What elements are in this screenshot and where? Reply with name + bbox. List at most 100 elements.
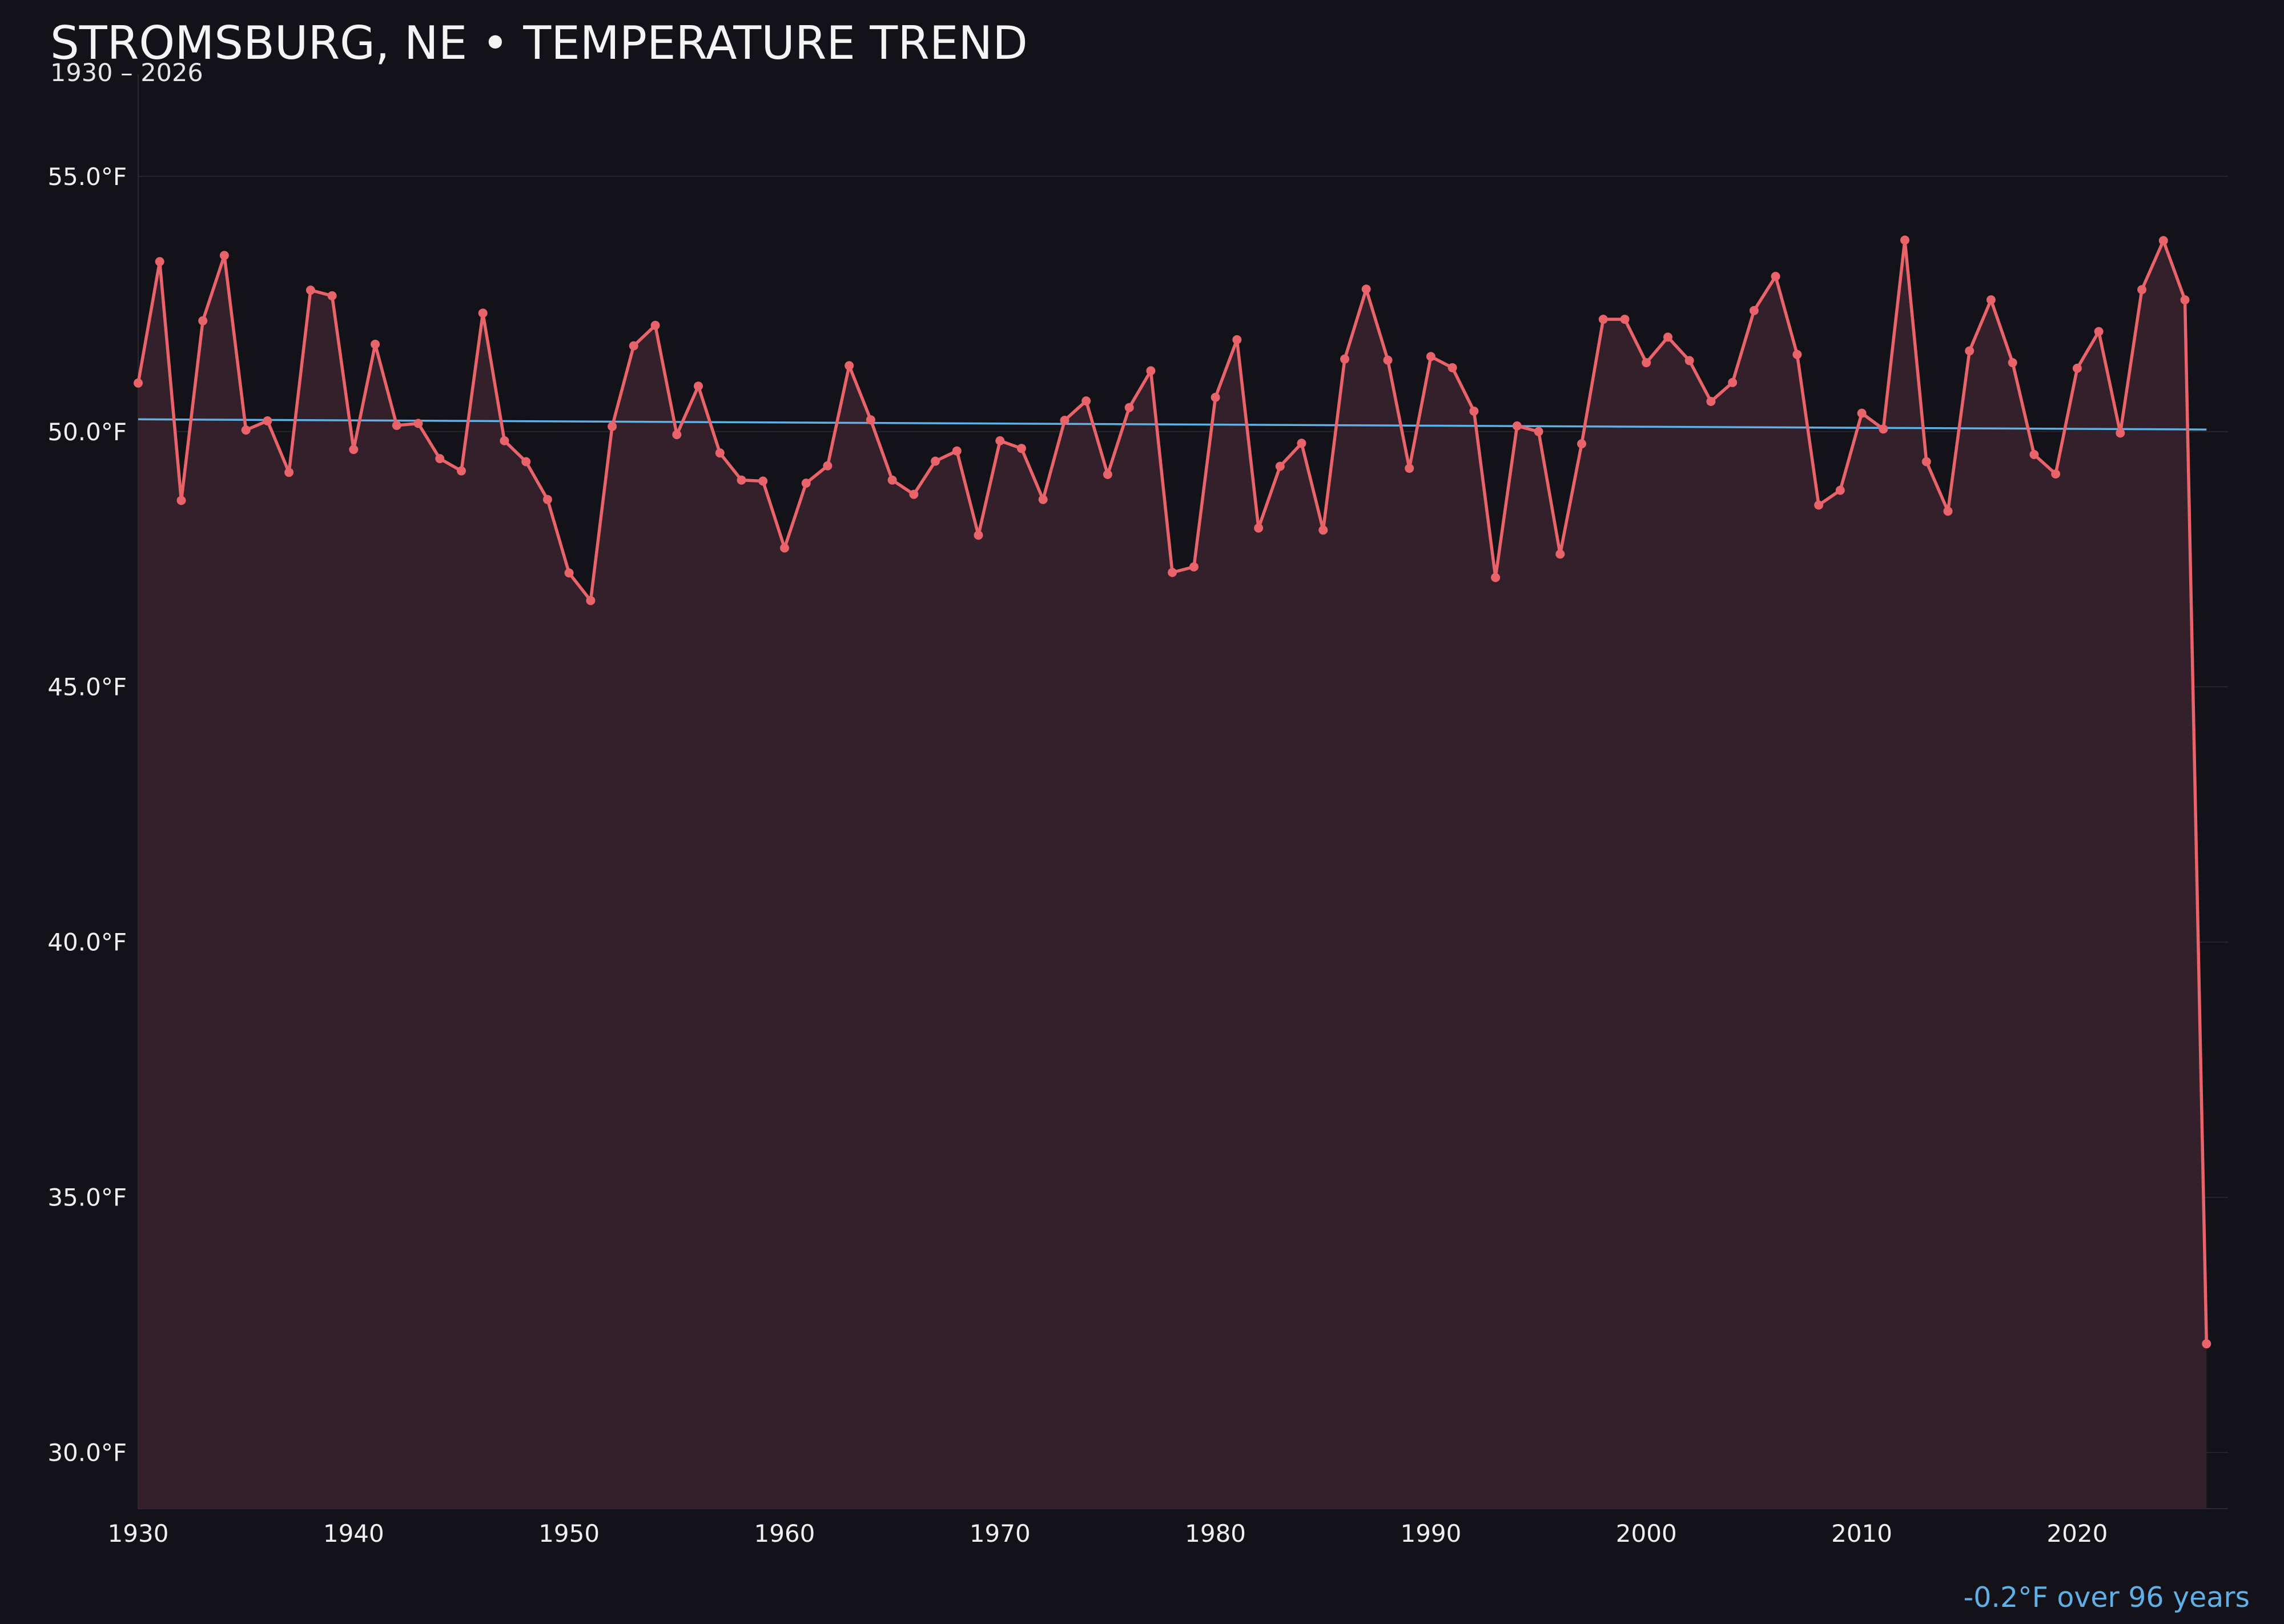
data-point [478, 308, 488, 318]
data-point [909, 489, 919, 499]
data-point [974, 530, 983, 540]
data-point [1318, 525, 1328, 535]
y-tick-label: 45.0°F [47, 673, 127, 701]
x-tick-label: 1980 [1185, 1520, 1246, 1547]
y-tick-label: 50.0°F [47, 418, 127, 446]
data-point [1081, 396, 1091, 406]
data-point [2202, 1339, 2211, 1349]
data-point [629, 341, 638, 351]
x-tick-label: 1970 [970, 1520, 1031, 1547]
data-point [413, 419, 423, 428]
data-point [305, 286, 315, 295]
x-tick-label: 1990 [1400, 1520, 1461, 1547]
data-point [694, 381, 703, 391]
chart-subtitle: 1930 – 2026 [50, 59, 203, 87]
data-point [1835, 485, 1845, 495]
data-point [2137, 285, 2147, 295]
data-point [457, 466, 466, 476]
data-point [2094, 327, 2104, 336]
data-point [1232, 335, 1242, 344]
data-point [715, 448, 725, 458]
data-point [1555, 549, 1565, 559]
x-tick-label: 2010 [1831, 1520, 1892, 1547]
data-point [1168, 568, 1177, 577]
data-point [1620, 315, 1630, 324]
data-point [2008, 358, 2017, 368]
data-point [1275, 461, 1285, 471]
chart-title: STROMSBURG, NE • TEMPERATURE TREND [50, 17, 1028, 70]
data-point [392, 421, 401, 430]
data-point [2072, 363, 2082, 373]
data-point [1211, 392, 1220, 402]
x-tick-label: 1950 [538, 1520, 600, 1547]
data-point [1814, 500, 1824, 510]
data-point [1469, 407, 1479, 416]
data-point [1383, 355, 1393, 365]
data-point [1146, 366, 1156, 376]
data-point [650, 320, 660, 330]
data-point [1663, 332, 1672, 342]
data-point [1684, 356, 1694, 365]
data-point [2116, 428, 2125, 438]
data-point [155, 257, 164, 267]
data-point [2158, 236, 2168, 246]
x-tick-label: 1930 [108, 1520, 169, 1547]
trend-annotation: -0.2°F over 96 years [1963, 1581, 2250, 1614]
data-point [2051, 469, 2061, 479]
data-point [2029, 450, 2039, 459]
data-point [1771, 272, 1780, 281]
data-point [737, 475, 746, 485]
data-point [176, 496, 186, 505]
data-point [1986, 295, 1996, 305]
x-tick-label: 2020 [2046, 1520, 2108, 1547]
data-point [845, 361, 854, 371]
data-point [1749, 305, 1759, 315]
data-point [564, 568, 574, 578]
data-point [1943, 507, 1953, 516]
data-point [284, 468, 294, 477]
y-tick-label: 40.0°F [47, 928, 127, 956]
data-point [1426, 352, 1435, 361]
y-tick-label: 55.0°F [47, 163, 127, 191]
data-point [586, 596, 596, 605]
data-point [542, 495, 552, 504]
data-point [219, 251, 229, 260]
data-point [1297, 439, 1306, 448]
data-point [1361, 284, 1371, 294]
data-point [672, 430, 682, 440]
data-point [371, 339, 380, 349]
data-point [823, 461, 833, 471]
data-point [801, 479, 811, 488]
x-tick-label: 1960 [754, 1520, 815, 1547]
data-point [1124, 403, 1134, 412]
data-point [1965, 346, 1975, 356]
data-point [1254, 523, 1264, 533]
data-point [1577, 439, 1586, 449]
data-point [1900, 235, 1909, 245]
data-point [866, 415, 875, 425]
data-point [349, 445, 359, 455]
data-point [134, 378, 143, 388]
data-point [931, 456, 940, 466]
data-point [608, 421, 617, 431]
data-point [1189, 562, 1199, 572]
data-point [1921, 457, 1931, 467]
data-point [500, 436, 509, 445]
data-point [1340, 354, 1349, 364]
data-point [1038, 495, 1048, 504]
data-point [758, 476, 768, 486]
data-point [1534, 427, 1543, 436]
data-point [1405, 464, 1414, 473]
data-point [1491, 573, 1501, 582]
y-tick-label: 30.0°F [47, 1439, 127, 1467]
data-point [1879, 424, 1888, 434]
x-tick-label: 1940 [323, 1520, 384, 1547]
data-point [435, 454, 445, 464]
data-point [1060, 416, 1069, 425]
data-point [952, 446, 962, 456]
data-point [263, 416, 272, 425]
data-point [1706, 397, 1716, 406]
data-point [241, 425, 251, 435]
data-point [327, 291, 337, 300]
